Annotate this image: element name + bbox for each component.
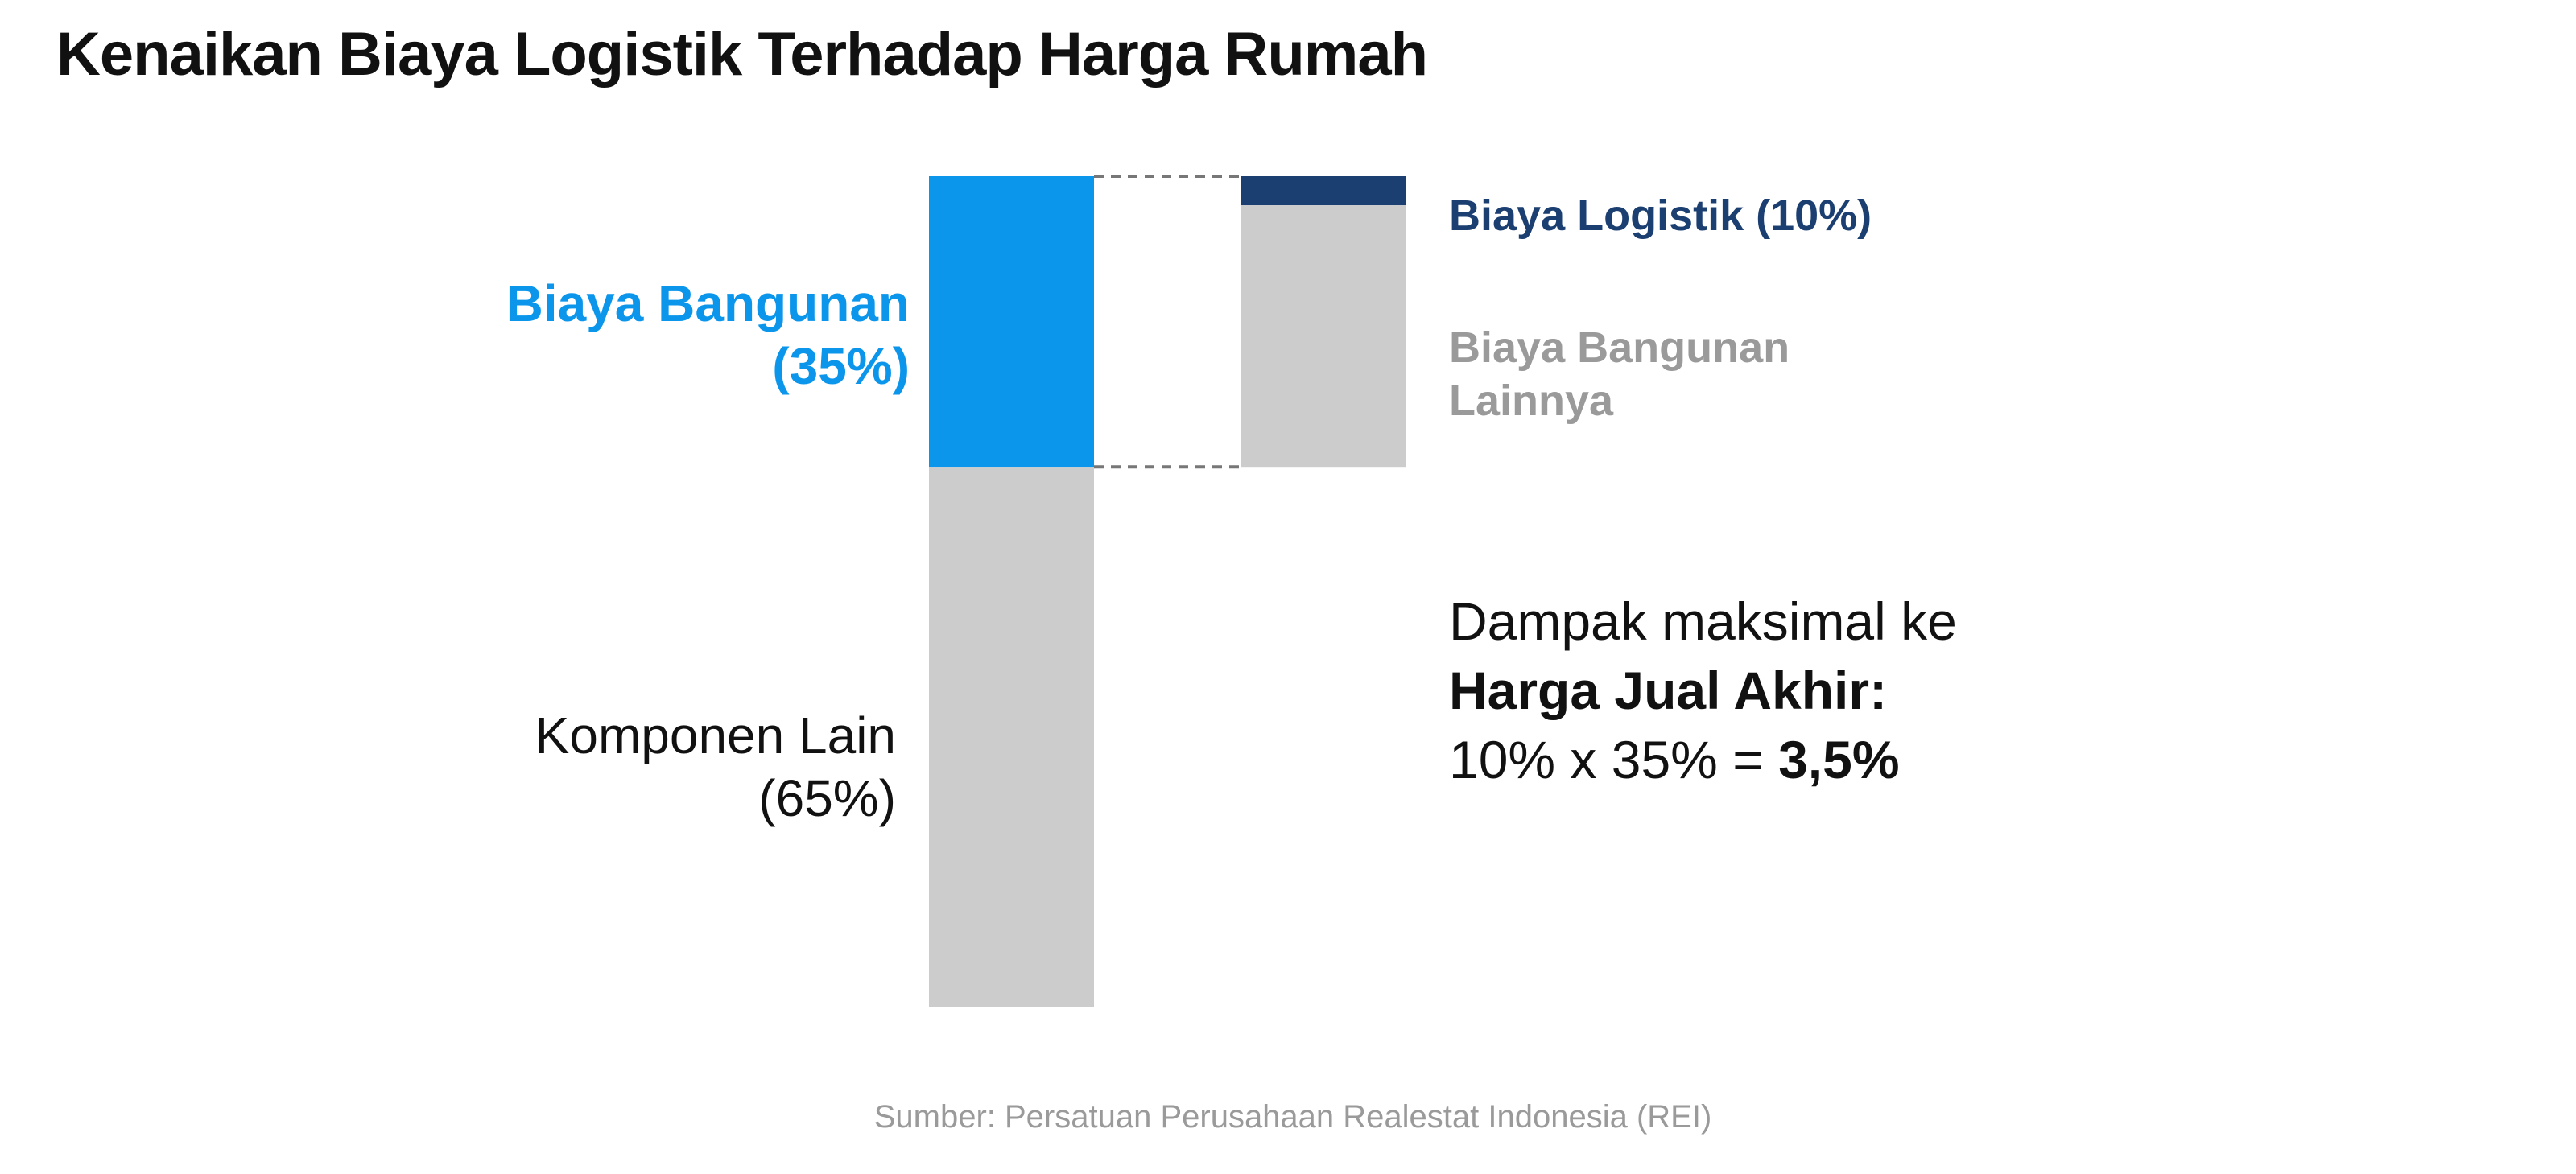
annotation: Dampak maksimal ke Harga Jual Akhir: 10%… [1449,587,1957,794]
segment-name: Biaya Logistik [1449,192,1744,240]
bar-segment [929,176,1094,468]
segment-label: Biaya Bangunan Lainnya [1449,323,1790,425]
segment-label: Biaya Bangunan (35%) [506,272,910,398]
source: Sumber: Persatuan Perusahaan Realestat I… [873,1099,1712,1135]
bar-segment [929,467,1094,1007]
segment-name: Komponen Lain [535,706,896,764]
segment-label: Biaya Logistik (10%) [1449,190,1872,243]
annotation-line: Harga Jual Akhir: [1449,660,1888,720]
value-label: (35%) [772,337,910,396]
result: 3,5% [1778,729,1900,789]
chart-title: Kenaikan Biaya Logistik Terhadap Harga R… [56,20,1428,89]
value-label: (10%) [1756,192,1872,240]
formula: 10% x 35% = [1449,729,1764,789]
value-label: (65%) [758,769,896,828]
bar-segment [1241,176,1406,206]
annotation-line: Dampak maksimal ke [1449,591,1957,651]
annotation-line: 10% x 35% = 3,5% [1449,726,1957,795]
segment-label: Komponen Lain (65%) [535,704,896,830]
segment-name: Biaya Bangunan [506,274,910,332]
bar-segment [1241,205,1406,468]
